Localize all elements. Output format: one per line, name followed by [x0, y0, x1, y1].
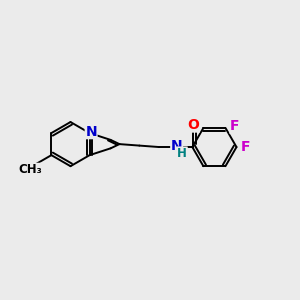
- Text: F: F: [241, 140, 251, 154]
- Text: O: O: [188, 118, 200, 132]
- Text: N: N: [85, 124, 97, 139]
- Text: N: N: [171, 139, 182, 153]
- Text: H: H: [177, 147, 187, 160]
- Text: F: F: [230, 119, 240, 134]
- Text: CH₃: CH₃: [19, 163, 43, 176]
